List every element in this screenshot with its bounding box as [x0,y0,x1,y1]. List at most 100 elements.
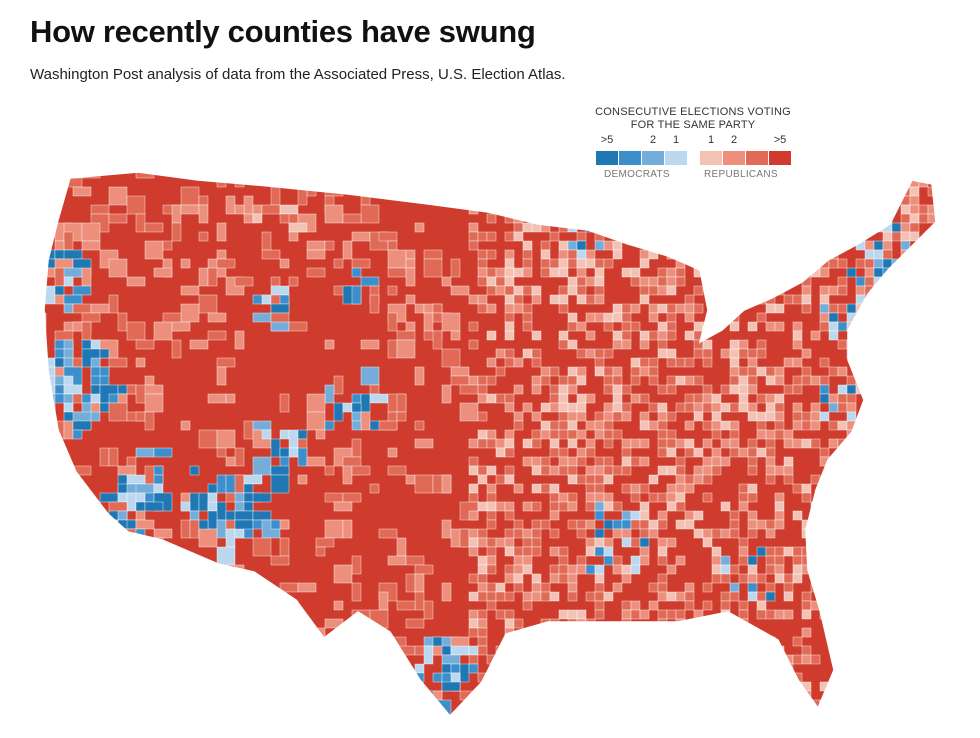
county-cell [594,267,605,278]
county-cell [567,618,578,629]
county-cell [603,321,614,332]
county-cell [756,411,767,422]
county-cell [765,303,776,314]
county-cell [396,411,407,422]
county-cell [603,375,614,386]
legend-step-label: 1 [707,134,715,146]
county-cell [747,375,758,386]
county-cell [44,528,47,548]
county-cell [477,294,488,305]
county-cell [567,285,578,296]
county-cell [351,609,371,629]
county-cell [819,186,830,197]
county-cell [855,618,866,629]
county-cell [540,699,551,710]
county-cell [621,195,632,206]
county-cell [801,564,812,575]
county-cell [549,465,560,476]
county-cell [918,366,929,377]
county-cell [558,411,569,422]
county-cell [918,204,929,215]
county-cell [414,591,425,611]
county-cell [873,213,884,224]
county-cell [612,501,623,512]
county-cell [108,402,128,422]
county-cell [747,366,758,377]
county-cell [153,528,173,539]
county-cell [711,321,722,332]
county-cell [135,213,146,233]
county-cell [495,348,506,359]
county-cell [729,366,740,377]
county-cell [567,339,578,350]
county-cell [423,600,434,620]
county-cell [891,420,902,431]
county-cell [54,384,65,395]
county-cell [549,366,560,377]
county-cell [63,303,74,314]
county-cell [685,727,694,736]
county-cell [504,681,515,692]
county-cell [441,384,452,404]
county-cell [846,303,857,314]
county-cell [108,186,128,206]
county-cell [594,591,605,602]
county-cell [792,420,803,431]
county-cell [585,645,596,656]
county-cell [549,438,560,449]
county-cell [747,447,758,458]
county-cell [630,321,641,332]
county-cell [621,618,632,629]
county-cell [765,555,776,566]
county-cell [729,339,740,350]
county-cell [828,204,839,215]
county-cell [54,546,74,557]
county-cell [819,411,830,422]
county-cell [783,474,794,485]
county-cell [909,672,920,683]
county-cell [684,357,695,368]
county-cell [918,483,929,494]
county-cell [801,375,812,386]
county-cell [297,474,308,485]
county-cell [675,177,686,188]
county-cell [684,204,695,215]
county-cell [279,172,290,188]
county-cell [522,654,533,665]
county-cell [801,222,812,233]
county-cell [909,411,920,422]
county-cell [207,330,227,341]
county-cell [621,384,632,395]
county-cell [820,718,829,727]
county-cell [288,429,299,449]
county-cell [819,249,830,260]
county-cell [72,420,92,431]
county-cell [693,447,704,458]
county-cell [108,681,128,701]
county-cell [612,366,623,377]
county-cell [243,474,263,485]
county-cell [828,303,839,314]
county-cell [711,447,722,458]
county-cell [28,394,37,403]
county-cell [90,600,110,611]
county-cell [675,492,686,503]
county-cell [837,276,848,287]
county-cell [621,690,632,701]
county-cell [747,231,758,242]
county-cell [927,546,936,557]
county-cell [927,564,936,575]
county-cell [757,727,766,736]
county-cell [729,240,740,251]
county-cell [784,718,793,727]
county-cell [252,213,263,224]
county-cell [837,321,848,332]
county-cell [126,681,137,692]
county-cell [864,186,875,197]
county-cell [567,672,578,683]
county-cell [693,285,704,296]
county-cell [612,249,623,260]
county-cell [648,645,659,656]
county-cell [639,636,650,647]
county-cell [72,357,83,368]
